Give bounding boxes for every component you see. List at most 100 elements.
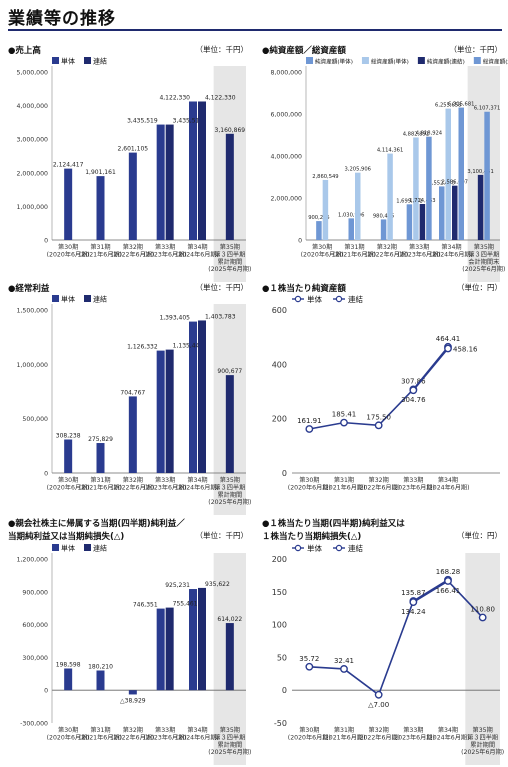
bar <box>156 124 165 240</box>
point <box>340 665 348 673</box>
panel-title: ●経常利益 <box>8 284 50 294</box>
y-tick-label: 300,000 <box>22 655 48 662</box>
panel-title: ●１株当たり当期(四半期)純利益又は <box>262 519 405 529</box>
series-line <box>412 348 449 391</box>
bar <box>406 204 413 240</box>
legend-label: 連結 <box>348 294 363 304</box>
x-tick-label: 第30期(2020年6月期) <box>288 476 331 491</box>
bar <box>477 174 484 240</box>
bar <box>189 101 197 240</box>
data-label: 6,305,681 <box>448 102 474 108</box>
legend-label: 単体 <box>61 544 75 553</box>
x-tick-label: 第33期(2023年6月期) <box>398 243 441 258</box>
panel-eps: ●１株当たり当期(四半期)純利益又は １株当たり当期純損失(△) （単位：円） … <box>262 517 504 765</box>
y-tick-label: 200 <box>272 555 287 564</box>
data-label: 275,829 <box>88 436 113 443</box>
y-tick-label: 0 <box>44 471 48 478</box>
data-label: 4,122,330 <box>205 94 236 101</box>
x-tick-label: 第34期(2024年6月期) <box>426 726 469 741</box>
data-label: 1,901,161 <box>85 169 116 176</box>
x-tick-label: 第35期第３四半期累計期間(2025年6月期) <box>208 726 251 756</box>
data-label: 755,461 <box>173 601 198 608</box>
legend-swatch <box>84 57 91 64</box>
data-label: 4,122,330 <box>159 94 190 101</box>
panel-title: ●純資産額／総資産額 <box>262 46 346 56</box>
data-label: △7.00 <box>368 701 389 709</box>
y-tick-label: 8,000,000 <box>271 70 303 77</box>
legend-marker <box>294 544 302 552</box>
data-label: 3,435,519 <box>127 118 158 125</box>
bar <box>225 133 234 240</box>
x-tick-label: 第32期(2022年6月期) <box>357 726 400 741</box>
data-label: 166.41 <box>436 587 461 595</box>
y-tick-label: 1,000,000 <box>17 362 49 369</box>
data-label: 2,552,040 <box>429 180 455 186</box>
data-label: 180,210 <box>88 663 113 670</box>
bar <box>96 443 105 473</box>
y-tick-label: 150 <box>272 588 287 597</box>
legend-label: 純資産額(単体) <box>315 58 353 66</box>
y-tick-label: 2,000,000 <box>271 196 303 203</box>
series-line <box>309 579 449 697</box>
data-label: 307.86 <box>401 377 426 385</box>
panel-unit: （単位：千円） <box>449 45 503 54</box>
point <box>374 690 383 699</box>
bar <box>439 186 445 240</box>
bar <box>165 124 174 240</box>
x-tick-label: 第33期(2023年6月期) <box>144 476 187 491</box>
x-tick-label: 第35期第３四半期累計期間(2025年6月期) <box>208 243 251 273</box>
y-tick-label: 1,000,000 <box>17 204 49 211</box>
y-tick-label: 400 <box>272 360 287 369</box>
x-tick-label: 第31期(2021年6月期) <box>79 243 122 258</box>
x-tick-label: 第31期(2021年6月期) <box>79 726 122 741</box>
panel-title-2: １株当たり当期純損失(△) <box>262 532 362 542</box>
bar <box>64 168 73 240</box>
bar <box>128 396 137 473</box>
page-title: 業績等の推移 <box>8 9 116 29</box>
y-tick-label: 600 <box>272 306 287 315</box>
data-label: 185.41 <box>332 411 357 419</box>
title-rule <box>8 29 502 31</box>
bar <box>64 668 73 691</box>
bar <box>316 221 322 240</box>
x-tick-label: 第34期(2024年6月期) <box>176 476 219 491</box>
data-label: 161.91 <box>297 417 322 425</box>
bar <box>445 108 451 240</box>
x-tick-label: 第30期(2020年6月期) <box>47 243 90 258</box>
data-label: 6,107,371 <box>474 106 500 112</box>
data-label: 900,677 <box>217 368 242 375</box>
legend-swatch <box>52 57 59 64</box>
bar <box>322 179 329 240</box>
data-label: 2,860,549 <box>312 174 338 180</box>
bps-chart: 0 200 400 600 単体 連結 161.91 185.41 175.50 307.86 46… <box>272 294 500 491</box>
y-tick-label: 900,000 <box>22 589 48 596</box>
y-tick-label: -300,000 <box>20 721 48 728</box>
y-tick-label: 0 <box>282 469 287 478</box>
panel-title-2: 当期純利益又は当期純損失(△) <box>8 532 125 542</box>
bar <box>156 350 165 473</box>
data-label: 134.24 <box>401 608 426 616</box>
data-label: 110.80 <box>470 606 495 614</box>
data-label: 3,205,906 <box>345 167 371 173</box>
bar <box>165 607 174 691</box>
panel-assets: ●純資産額／総資産額 （単位：千円） 0 2,000,000 4,000,000 6,… <box>262 44 508 282</box>
panel-unit: （単位：千円） <box>195 45 249 54</box>
legend-label: 単体 <box>61 57 75 66</box>
x-tick-label: 第33期(2023年6月期) <box>144 243 187 258</box>
bar <box>198 587 206 691</box>
x-tick-label: 第30期(2020年6月期) <box>47 476 90 491</box>
bar <box>419 203 426 240</box>
legend-swatch <box>52 544 59 551</box>
data-label: 704,767 <box>120 389 145 396</box>
bar <box>156 608 165 691</box>
y-tick-label: 3,000,000 <box>17 137 49 144</box>
data-label: 3,160,869 <box>215 127 246 134</box>
data-label: 1,714,463 <box>409 198 435 204</box>
panel-title: ●１株当たり純資産額 <box>262 284 346 294</box>
legend-label: 総資産額(単体) <box>371 58 409 66</box>
projection-shade <box>465 553 500 765</box>
x-tick-label: 第34期(2024年6月期) <box>176 726 219 741</box>
data-label: 304.76 <box>401 396 426 404</box>
bar <box>225 375 234 473</box>
data-label: 1,135,442 <box>173 343 204 350</box>
